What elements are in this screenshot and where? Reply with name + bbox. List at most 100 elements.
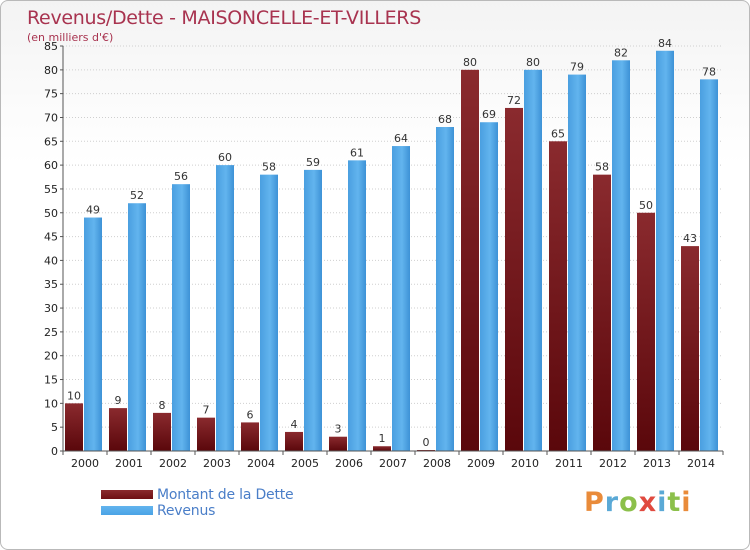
legend-label-dette: Montant de la Dette bbox=[157, 487, 294, 503]
bar-dette bbox=[285, 431, 303, 451]
y-tick-label: 0 bbox=[51, 445, 58, 458]
bar-revenus bbox=[128, 203, 146, 451]
y-tick-label: 40 bbox=[44, 254, 58, 267]
bar-revenus bbox=[216, 165, 234, 451]
data-label: 68 bbox=[438, 113, 452, 126]
y-tick-label: 70 bbox=[44, 111, 58, 124]
bar-dette bbox=[329, 436, 347, 451]
x-tick-label: 2009 bbox=[467, 457, 495, 470]
data-label: 61 bbox=[350, 146, 364, 159]
data-label: 64 bbox=[394, 132, 408, 145]
data-label: 79 bbox=[570, 61, 584, 74]
data-label: 1 bbox=[379, 432, 386, 445]
x-tick-label: 2005 bbox=[291, 457, 319, 470]
bar-dette bbox=[637, 212, 655, 451]
logo-letter: i bbox=[657, 487, 668, 518]
data-label: 43 bbox=[683, 232, 697, 245]
bar-revenus bbox=[260, 174, 278, 451]
data-label: 50 bbox=[639, 199, 653, 212]
y-tick-label: 85 bbox=[44, 40, 58, 53]
y-tick-label: 60 bbox=[44, 159, 58, 172]
bar-dette bbox=[373, 446, 391, 451]
bar-revenus bbox=[348, 160, 366, 451]
data-label: 59 bbox=[306, 156, 320, 169]
bar-revenus bbox=[84, 217, 102, 451]
bar-revenus bbox=[568, 74, 586, 452]
data-label: 65 bbox=[551, 127, 565, 140]
bar-dette bbox=[65, 403, 83, 451]
data-label: 80 bbox=[463, 56, 477, 69]
data-label: 52 bbox=[130, 189, 144, 202]
bars bbox=[65, 50, 718, 452]
bar-dette bbox=[197, 417, 215, 451]
axes: 0 5 10 1 52 0 25 30 35 40 45 50 55 60 65 70 75 80 85 2000 20… bbox=[44, 40, 724, 470]
data-label: 72 bbox=[507, 94, 521, 107]
y-tick-label: 20 bbox=[44, 350, 58, 363]
bar-dette bbox=[505, 107, 523, 452]
y-tick-label: 55 bbox=[44, 183, 58, 196]
logo-letter: r bbox=[604, 487, 620, 518]
bar-revenus bbox=[656, 50, 674, 451]
x-tick-label: 2006 bbox=[335, 457, 363, 470]
y-tick-label: 45 bbox=[44, 231, 58, 244]
data-label: 10 bbox=[67, 389, 81, 402]
x-tick-label: 2001 bbox=[115, 457, 143, 470]
legend-swatch-revenus bbox=[101, 506, 153, 515]
data-label: 3 bbox=[335, 423, 342, 436]
bar-revenus bbox=[172, 184, 190, 452]
bar-revenus bbox=[524, 69, 542, 451]
logo-letter: t bbox=[667, 487, 682, 518]
data-label: 0 bbox=[423, 436, 430, 449]
legend-swatch-dette bbox=[101, 490, 153, 499]
x-tick-label: 2010 bbox=[511, 457, 539, 470]
chart-title: Revenus/Dette - MAISONCELLE-ET-VILLERS bbox=[27, 7, 421, 29]
y-tick-label: 30 bbox=[44, 302, 58, 315]
logo-letter: x bbox=[638, 487, 658, 518]
bar-dette bbox=[461, 69, 479, 451]
x-tick-label: 2013 bbox=[643, 457, 671, 470]
bar-revenus bbox=[304, 169, 322, 451]
bar-dette bbox=[681, 246, 699, 451]
bar-revenus bbox=[700, 79, 718, 452]
data-label: 78 bbox=[702, 65, 716, 78]
data-label: 84 bbox=[658, 37, 672, 50]
x-tick-label: 2014 bbox=[687, 457, 715, 470]
y-tick-label: 5 bbox=[51, 421, 58, 434]
x-tick-label: 2008 bbox=[423, 457, 451, 470]
x-tick-label: 2002 bbox=[159, 457, 187, 470]
data-label: 8 bbox=[159, 399, 166, 412]
x-tick-label: 2000 bbox=[71, 457, 99, 470]
data-label: 58 bbox=[595, 161, 609, 174]
data-label: 49 bbox=[86, 204, 100, 217]
data-label: 56 bbox=[174, 170, 188, 183]
data-label: 6 bbox=[247, 408, 254, 421]
x-tick-label: 2011 bbox=[555, 457, 583, 470]
logo-letter: P bbox=[584, 487, 605, 518]
x-tick-label: 2003 bbox=[203, 457, 231, 470]
y-tick-label: 10 bbox=[44, 397, 58, 410]
data-label: 60 bbox=[218, 151, 232, 164]
chart-subtitle: (en milliers d'€) bbox=[27, 31, 114, 44]
data-label: 9 bbox=[115, 394, 122, 407]
bar-dette bbox=[241, 422, 259, 451]
bar-revenus bbox=[392, 146, 410, 451]
logo-letter: i bbox=[681, 487, 692, 518]
bar-dette bbox=[549, 141, 567, 451]
bar-dette bbox=[153, 412, 171, 451]
data-label: 7 bbox=[203, 404, 210, 417]
x-tick-label: 2012 bbox=[599, 457, 627, 470]
bar-dette bbox=[593, 174, 611, 451]
bar-dette bbox=[109, 408, 127, 451]
logo-letter: o bbox=[619, 487, 639, 518]
x-tick-label: 2007 bbox=[379, 457, 407, 470]
data-label: 69 bbox=[482, 108, 496, 121]
y-tick-label: 35 bbox=[44, 278, 58, 291]
data-labels: 10 49 9 52 8 56 7 60 6 58 4 59 3 61 1 64 0 68 80 69 72 80 65 79… bbox=[67, 37, 716, 449]
data-label: 82 bbox=[614, 46, 628, 59]
y-tick-label: 50 bbox=[44, 207, 58, 220]
bar-revenus bbox=[480, 122, 498, 451]
y-tick-label: 75 bbox=[44, 88, 58, 101]
y-tick-label: 25 bbox=[44, 326, 58, 339]
y-tick-label: 65 bbox=[44, 135, 58, 148]
